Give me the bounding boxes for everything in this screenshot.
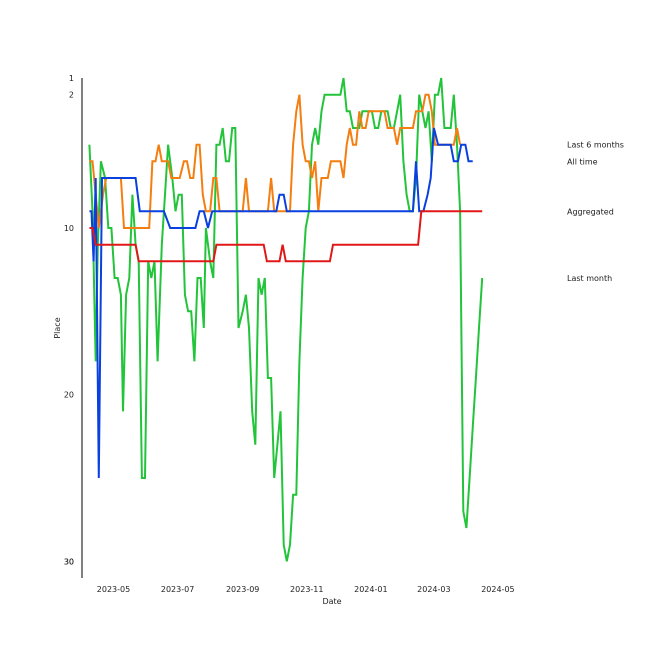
x-axis-ticks: 2023-05 2023-07 2023-09 2023-11 2024-01 2024-… (97, 585, 515, 594)
y-tick-label: 2 (69, 91, 74, 100)
y-tick-label: 30 (64, 557, 74, 566)
series-line-last-month (88, 77, 484, 562)
series-end-label: Last month (567, 274, 612, 283)
series-line-aggregated (89, 210, 483, 263)
y-axis-title: Place (53, 317, 62, 338)
x-tick-label: 2023-07 (161, 585, 194, 594)
series-end-label: Aggregated (567, 207, 614, 216)
series-layer (88, 77, 484, 562)
y-tick-label: 10 (64, 224, 74, 233)
y-tick-label: 20 (64, 391, 74, 400)
y-tick-label: 30 (64, 557, 74, 566)
end-labels: Last 6 months All time Aggregated Last mont… (567, 141, 624, 283)
series-end-label: Last 6 months (567, 141, 624, 150)
series-line-last-6-months (89, 93, 462, 229)
series-line-all-time (89, 127, 473, 479)
x-tick-label: 2023-11 (290, 585, 323, 594)
x-tick-label: 2024-05 (481, 585, 514, 594)
x-tick-label: 2023-05 (97, 585, 130, 594)
x-tick-label: 2024-03 (417, 585, 450, 594)
x-axis-title: Date (322, 597, 341, 606)
x-tick-label: 2023-09 (226, 585, 259, 594)
y-tick-label: 1 (69, 74, 74, 83)
x-tick-label: 2024-01 (354, 585, 387, 594)
series-end-label: All time (567, 157, 598, 166)
